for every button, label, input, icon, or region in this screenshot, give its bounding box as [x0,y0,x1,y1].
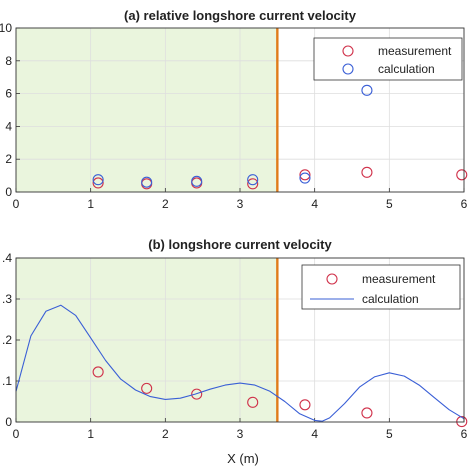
legend-marker-measurement-a [342,45,354,57]
x-tick-label-b: 4 [311,427,318,441]
y-tick-label-a: 4 [5,119,12,133]
chart-title-a: (a) relative longshore current velocity [124,8,357,23]
axes-frame-a [15,27,465,193]
data-point-calculation-a [361,84,373,96]
data-point-measurement-a [456,169,468,181]
data-point-measurement-a [361,166,373,178]
y-tick-label-b: .2 [2,333,12,347]
x-tick-label-b: 6 [461,427,468,441]
x-tick-label-a: 2 [162,197,169,211]
chart-title-b: (b) longshore current velocity [148,237,332,252]
y-tick-label-b: 0 [5,415,12,429]
axes-frame-b [15,257,465,423]
y-tick-label-b: .1 [2,374,12,388]
x-tick-label-a: 4 [311,197,318,211]
series-line-calculation-b [15,304,465,422]
x-tick-label-b: 0 [13,427,20,441]
panel-b: (b) longshore current velocity 0 1 2 3 4 5 6 0.… [2,237,468,466]
x-tick-label-a: 3 [237,197,244,211]
data-point-measurement-a [92,177,104,189]
legend-label-calculation-a: calculation [378,62,435,76]
data-point-measurement-b [299,399,311,411]
x-tick-label-a: 6 [461,197,468,211]
x-tick-label-a: 0 [13,197,20,211]
x-tick-label-a: 1 [87,197,94,211]
legend-label-calculation-b: calculation [362,292,419,306]
x-axis-label-b: X (m) [227,451,259,466]
data-point-calculation-a [247,174,259,186]
data-point-calculation-a [191,175,203,187]
data-point-measurement-a [247,178,259,190]
x-tick-label-a: 5 [386,197,393,211]
legend-label-measurement-b: measurement [362,272,436,286]
legend-marker-calculation-a [342,63,354,75]
y-tick-label-a: 0 [5,185,12,199]
y-tick-label-a: 6 [5,87,12,101]
data-point-calculation-a [141,176,153,188]
data-point-measurement-b [92,366,104,378]
legend-label-measurement-a: measurement [378,44,452,58]
shaded-region-a [16,28,278,192]
legend-b: measurement calculation [301,264,461,310]
legend-marker-measurement-b [326,273,338,285]
data-point-measurement-a [299,169,311,181]
y-tick-label-a: 2 [5,152,12,166]
x-tick-label-b: 3 [237,427,244,441]
data-point-calculation-a [299,172,311,184]
data-point-measurement-b [141,382,153,394]
data-point-measurement-b [247,396,259,408]
plot-area-b: 0 1 2 3 4 5 6 0 .1 .2 .3 .4 [2,251,468,441]
legend-box-b [301,264,461,310]
data-point-calculation-a [92,174,104,186]
data-point-measurement-b [191,388,203,400]
y-tick-label-a: 10 [0,21,12,35]
y-tick-label-b: .3 [2,292,12,306]
x-tick-label-b: 1 [87,427,94,441]
y-tick-label-b: .4 [2,251,12,265]
data-point-measurement-b [361,407,373,419]
legend-a: measurement calculation [313,37,463,81]
x-tick-label-b: 2 [162,427,169,441]
panel-a: (a) relative longshore current velocity … [0,8,468,211]
legend-box-a [313,37,463,81]
y-tick-label-a: 8 [5,54,12,68]
x-tick-label-b: 5 [386,427,393,441]
